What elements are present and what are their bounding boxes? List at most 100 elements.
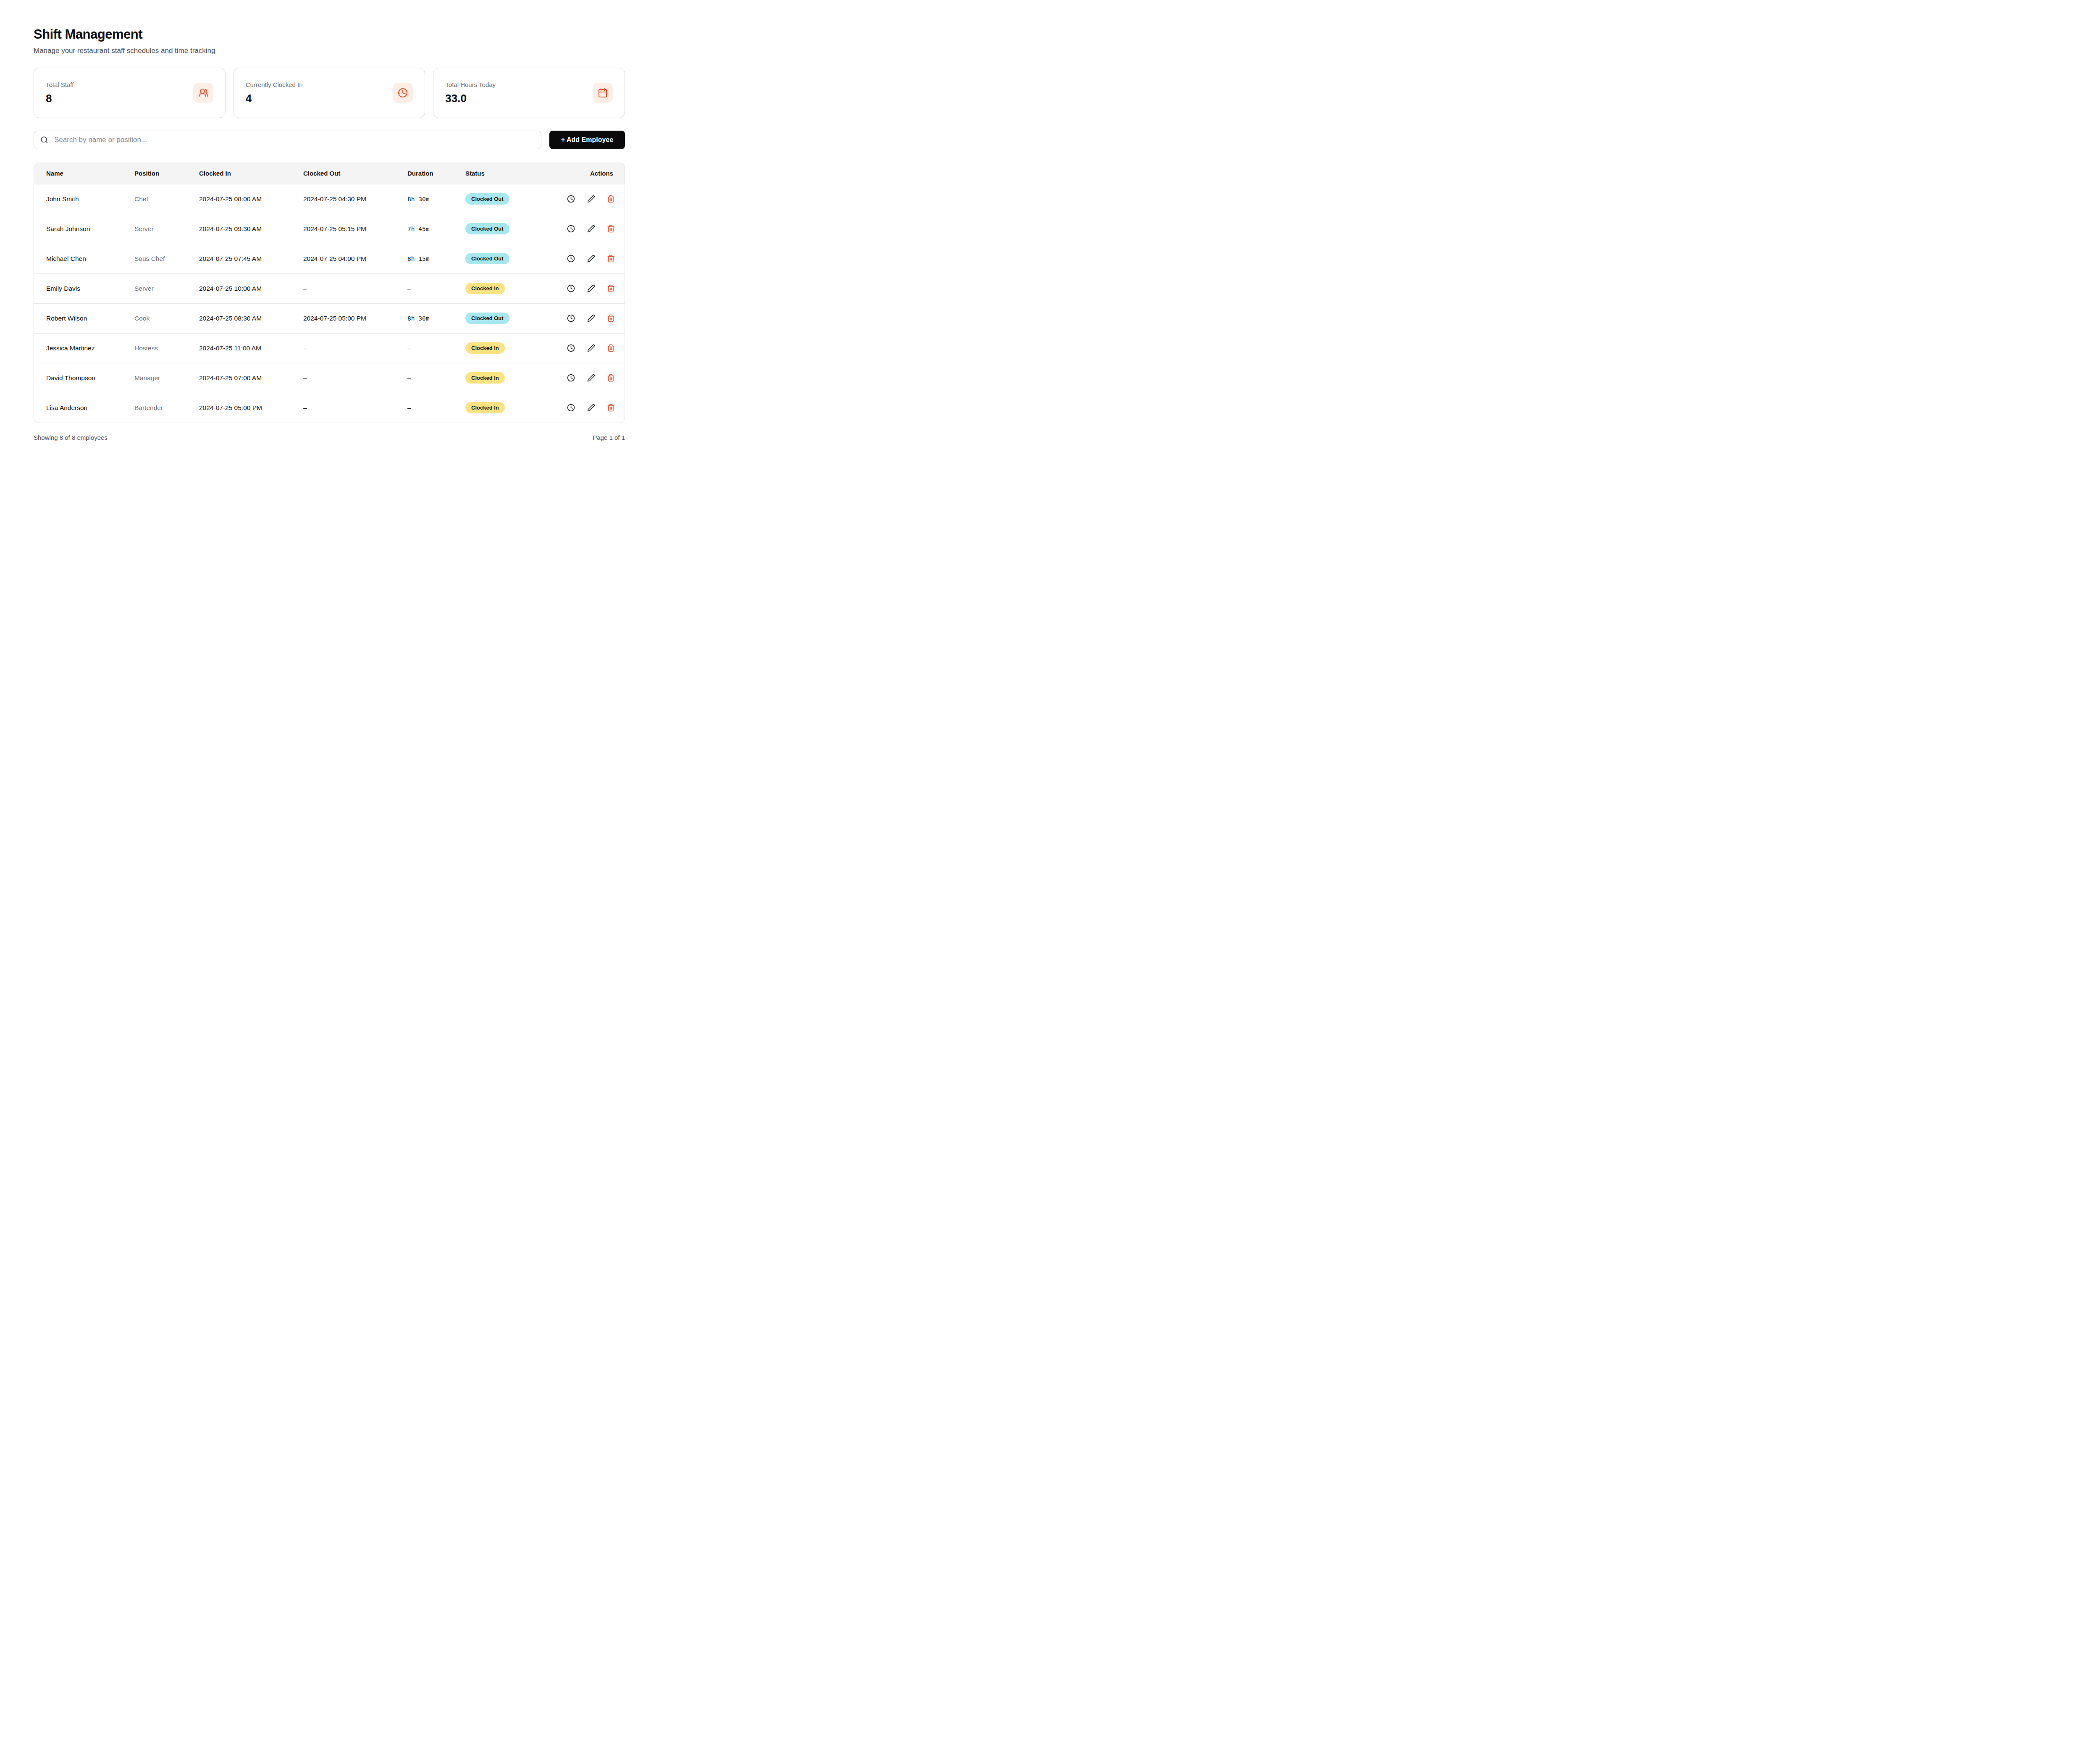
table-row: Jessica Martinez Hostess 2024-07-25 11:0… xyxy=(34,333,625,363)
clock-action-button[interactable] xyxy=(567,284,575,292)
pencil-icon xyxy=(587,284,595,292)
trash-icon xyxy=(607,195,615,203)
clock-action-button[interactable] xyxy=(567,344,575,352)
shift-duration: – xyxy=(395,363,453,393)
shift-duration: 7h 45m xyxy=(395,214,453,244)
employee-position: Server xyxy=(122,214,187,244)
page-title: Shift Management xyxy=(34,27,625,42)
edit-button[interactable] xyxy=(587,374,595,382)
clocked-in-time: 2024-07-25 09:30 AM xyxy=(187,214,291,244)
edit-button[interactable] xyxy=(587,344,595,352)
table-row: Emily Davis Server 2024-07-25 10:00 AM –… xyxy=(34,273,625,303)
shift-duration: 8h 30m xyxy=(395,184,453,214)
employee-position: Manager xyxy=(122,363,187,393)
clocked-in-time: 2024-07-25 08:30 AM xyxy=(187,303,291,333)
clocked-out-time: 2024-07-25 04:30 PM xyxy=(291,184,395,214)
clock-action-button[interactable] xyxy=(567,255,575,263)
clock-icon xyxy=(567,344,575,352)
employee-name: Lisa Anderson xyxy=(34,393,122,423)
column-header-clocked-in: Clocked In xyxy=(187,163,291,184)
clocked-out-time: – xyxy=(291,333,395,363)
status-badge: Clocked Out xyxy=(465,253,509,264)
clocked-out-time: – xyxy=(291,363,395,393)
edit-button[interactable] xyxy=(587,195,595,203)
delete-button[interactable] xyxy=(607,404,615,412)
edit-button[interactable] xyxy=(587,284,595,292)
clock-action-button[interactable] xyxy=(567,374,575,382)
delete-button[interactable] xyxy=(607,225,615,233)
trash-icon xyxy=(607,255,615,263)
status-badge: Clocked In xyxy=(465,402,505,413)
trash-icon xyxy=(607,404,615,412)
shift-duration: 8h 15m xyxy=(395,244,453,273)
pencil-icon xyxy=(587,255,595,263)
employee-position: Chef xyxy=(122,184,187,214)
stat-label: Total Hours Today xyxy=(445,81,496,88)
trash-icon xyxy=(607,314,615,322)
calendar-icon xyxy=(593,83,613,103)
column-header-status: Status xyxy=(453,163,555,184)
edit-button[interactable] xyxy=(587,225,595,233)
employee-position: Server xyxy=(122,273,187,303)
stat-label: Currently Clocked In xyxy=(246,81,303,88)
edit-button[interactable] xyxy=(587,255,595,263)
shift-management-page: Shift Management Manage your restaurant … xyxy=(0,0,659,458)
clock-action-button[interactable] xyxy=(567,225,575,233)
trash-icon xyxy=(607,225,615,233)
clocked-out-time: 2024-07-25 05:00 PM xyxy=(291,303,395,333)
clock-icon xyxy=(567,195,575,203)
edit-button[interactable] xyxy=(587,314,595,322)
table-row: David Thompson Manager 2024-07-25 07:00 … xyxy=(34,363,625,393)
clocked-out-time: 2024-07-25 04:00 PM xyxy=(291,244,395,273)
stat-card-currently-clocked-in: Currently Clocked In 4 xyxy=(234,68,425,118)
search-icon xyxy=(40,136,48,144)
delete-button[interactable] xyxy=(607,374,615,382)
employee-name: Sarah Johnson xyxy=(34,214,122,244)
column-header-name: Name xyxy=(34,163,122,184)
pencil-icon xyxy=(587,404,595,412)
delete-button[interactable] xyxy=(607,344,615,352)
clocked-in-time: 2024-07-25 11:00 AM xyxy=(187,333,291,363)
clock-icon xyxy=(567,404,575,412)
employee-table: Name Position Clocked In Clocked Out Dur… xyxy=(34,163,625,423)
column-header-position: Position xyxy=(122,163,187,184)
clock-action-button[interactable] xyxy=(567,404,575,412)
clock-icon xyxy=(567,225,575,233)
clock-action-button[interactable] xyxy=(567,195,575,203)
trash-icon xyxy=(607,284,615,292)
employee-name: John Smith xyxy=(34,184,122,214)
delete-button[interactable] xyxy=(607,255,615,263)
status-badge: Clocked Out xyxy=(465,223,509,234)
stat-value: 33.0 xyxy=(445,92,496,105)
clocked-out-time: – xyxy=(291,273,395,303)
stat-value: 8 xyxy=(46,92,74,105)
delete-button[interactable] xyxy=(607,314,615,322)
pencil-icon xyxy=(587,225,595,233)
clock-icon xyxy=(567,255,575,263)
column-header-duration: Duration xyxy=(395,163,453,184)
trash-icon xyxy=(607,374,615,382)
edit-button[interactable] xyxy=(587,404,595,412)
clocked-in-time: 2024-07-25 10:00 AM xyxy=(187,273,291,303)
employee-position: Hostess xyxy=(122,333,187,363)
clock-icon xyxy=(567,314,575,322)
shift-duration: 8h 30m xyxy=(395,303,453,333)
clocked-in-time: 2024-07-25 05:00 PM xyxy=(187,393,291,423)
add-employee-button[interactable]: + Add Employee xyxy=(549,131,625,149)
delete-button[interactable] xyxy=(607,284,615,292)
status-badge: Clocked In xyxy=(465,342,505,354)
footer: Showing 8 of 8 employees Page 1 of 1 xyxy=(34,434,625,441)
clocked-out-time: 2024-07-25 05:15 PM xyxy=(291,214,395,244)
clock-icon xyxy=(393,83,413,103)
page-subtitle: Manage your restaurant staff schedules a… xyxy=(34,47,625,55)
employee-position: Cook xyxy=(122,303,187,333)
pencil-icon xyxy=(587,374,595,382)
table-row: John Smith Chef 2024-07-25 08:00 AM 2024… xyxy=(34,184,625,214)
search-input[interactable] xyxy=(34,131,541,149)
delete-button[interactable] xyxy=(607,195,615,203)
showing-count-text: Showing 8 of 8 employees xyxy=(34,434,108,441)
clock-action-button[interactable] xyxy=(567,314,575,322)
clocked-in-time: 2024-07-25 07:45 AM xyxy=(187,244,291,273)
pencil-icon xyxy=(587,195,595,203)
employee-name: Jessica Martinez xyxy=(34,333,122,363)
